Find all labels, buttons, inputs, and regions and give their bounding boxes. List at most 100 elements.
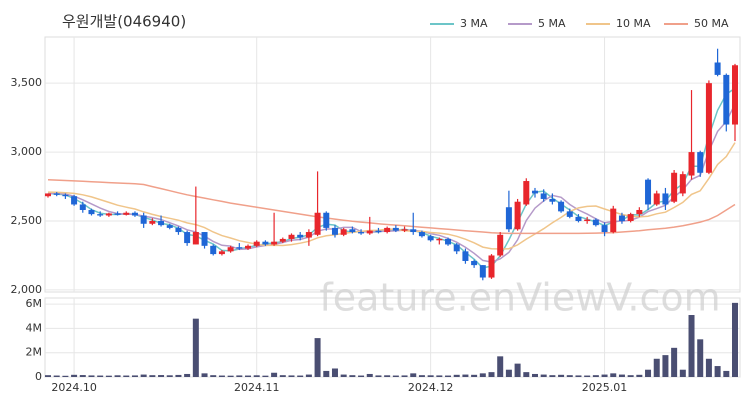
- volume-bar: [366, 373, 373, 377]
- candle-body: [610, 208, 617, 233]
- x-tick-label: 2024.12: [408, 381, 454, 394]
- candle-body: [175, 227, 182, 233]
- volume-bar: [705, 358, 712, 377]
- candle-body: [53, 193, 60, 195]
- volume-bar: [305, 374, 312, 377]
- volume-bar: [314, 338, 321, 377]
- volume-bar: [184, 373, 191, 377]
- volume-bar: [236, 375, 243, 377]
- candle-body: [505, 207, 512, 230]
- volume-bar: [653, 358, 660, 377]
- y-tick-label: 4M: [26, 321, 43, 334]
- volume-bar: [540, 374, 547, 377]
- candle-body: [245, 245, 252, 249]
- y-tick-label: 2,000: [11, 283, 43, 296]
- candle-body: [131, 212, 138, 216]
- candle-body: [636, 209, 643, 215]
- volume-bar: [671, 347, 678, 377]
- volume-panel: [44, 297, 741, 378]
- volume-bar: [645, 369, 652, 377]
- candle-body: [488, 255, 495, 278]
- candle-body: [340, 229, 347, 235]
- candle-body: [305, 232, 312, 238]
- legend-label: 50 MA: [694, 17, 729, 30]
- candle-body: [471, 260, 478, 266]
- volume-bar: [679, 369, 686, 377]
- volume-bar: [375, 375, 382, 377]
- volume-bar: [410, 373, 417, 377]
- candle-body: [149, 221, 156, 224]
- volume-bar: [436, 375, 443, 377]
- volume-bar: [175, 374, 182, 377]
- candle-body: [166, 225, 173, 228]
- candle-body: [653, 193, 660, 205]
- volume-bar: [88, 375, 95, 377]
- candle-body: [210, 245, 217, 255]
- volume-bar: [227, 375, 234, 377]
- candle-body: [679, 174, 686, 194]
- candle-body: [192, 232, 199, 245]
- candle-body: [418, 232, 425, 237]
- volume-bar: [514, 363, 521, 377]
- volume-bar: [427, 375, 434, 377]
- candle-body: [592, 219, 599, 226]
- volume-bar: [358, 375, 365, 377]
- volume-bar: [392, 375, 399, 377]
- volume-bar: [418, 375, 425, 377]
- candle-body: [323, 212, 330, 228]
- candle-body: [392, 227, 399, 231]
- legend-label: 3 MA: [460, 17, 488, 30]
- volume-bar: [323, 370, 330, 377]
- volume-bar: [201, 373, 208, 377]
- volume-bar: [549, 375, 556, 377]
- candle-body: [218, 251, 225, 255]
- candle-body: [271, 241, 278, 245]
- volume-bar: [123, 375, 130, 377]
- chart-title: 우원개발(046940): [62, 13, 186, 31]
- volume-bar: [531, 373, 538, 377]
- volume-bar: [45, 375, 51, 377]
- candle-body: [236, 247, 243, 249]
- y-tick-label: 3,500: [11, 76, 43, 89]
- volume-bar: [505, 369, 512, 377]
- candle-body: [723, 74, 730, 125]
- volume-bar: [114, 375, 121, 377]
- candle-body: [314, 212, 321, 235]
- volume-bar: [697, 339, 704, 377]
- volume-bar: [566, 375, 573, 377]
- volume-bar: [279, 375, 286, 377]
- candle-body: [114, 213, 121, 215]
- candle-body: [349, 229, 356, 233]
- candle-body: [688, 152, 695, 176]
- candle-body: [575, 216, 582, 222]
- volume-bar: [558, 374, 565, 377]
- candle-body: [714, 62, 721, 75]
- candle-body: [618, 215, 625, 222]
- candle-body: [514, 201, 521, 230]
- candle-body: [62, 194, 69, 197]
- volume-bar: [688, 315, 695, 377]
- candle-body: [705, 83, 712, 173]
- candle-body: [531, 190, 538, 194]
- candle-body: [453, 244, 460, 252]
- candle-body: [97, 214, 104, 216]
- volume-bar: [401, 375, 408, 377]
- candle-body: [427, 236, 434, 241]
- volume-bar: [62, 375, 69, 377]
- candle-body: [358, 232, 365, 234]
- volume-bar: [462, 374, 469, 377]
- candle-body: [375, 230, 382, 233]
- volume-bar: [53, 375, 60, 377]
- ma-line: [47, 178, 736, 235]
- candle-body: [540, 193, 547, 199]
- candle-body: [123, 212, 130, 215]
- price-panel: [44, 36, 741, 293]
- volume-bar: [79, 375, 86, 377]
- candle-body: [45, 193, 51, 197]
- volume-bar: [488, 372, 495, 377]
- candle-body: [262, 241, 269, 245]
- y-tick-label: 2,500: [11, 214, 43, 227]
- candle-body: [462, 251, 469, 261]
- candle-body: [401, 229, 408, 231]
